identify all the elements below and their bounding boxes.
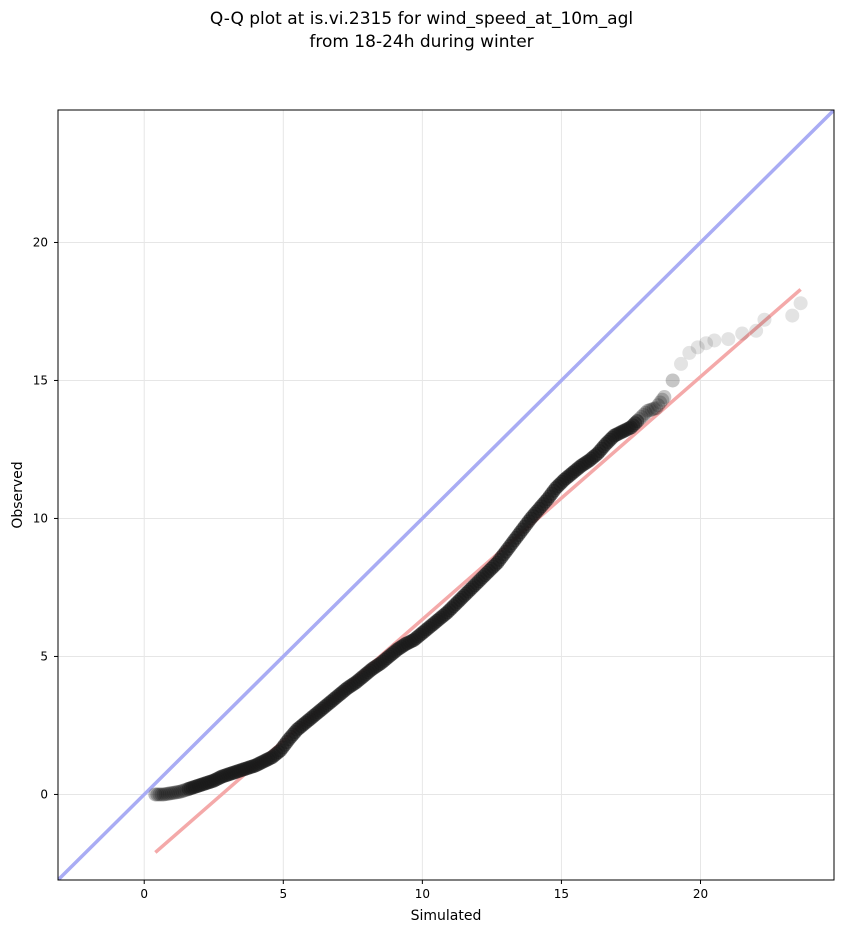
- qq-point: [665, 373, 680, 388]
- x-tick-label: 10: [415, 887, 430, 901]
- qq-point: [638, 405, 653, 420]
- qq-point: [707, 333, 722, 348]
- qq-point: [651, 398, 666, 413]
- qq-point: [642, 403, 657, 418]
- y-tick-label: 15: [33, 373, 48, 387]
- qq-point: [648, 401, 663, 416]
- chart-title-line-2: from 18-24h during winter: [309, 32, 534, 52]
- qq-point: [634, 410, 649, 425]
- x-axis-label: Simulated: [411, 908, 482, 924]
- qq-point: [632, 412, 647, 427]
- qq-point: [682, 345, 697, 360]
- x-tick-label: 5: [279, 887, 287, 901]
- qq-point: [169, 785, 184, 800]
- qq-point: [154, 787, 169, 802]
- qq-point: [630, 414, 645, 429]
- qq-point: [749, 323, 764, 338]
- qq-point: [793, 296, 808, 311]
- y-tick-label: 5: [40, 649, 48, 663]
- qq-point: [162, 786, 177, 801]
- plot-frame: [57, 109, 835, 881]
- qq-point: [785, 308, 800, 323]
- chart-title-line-1: Q-Q plot at is.vi.2315 for wind_speed_at…: [209, 9, 634, 29]
- qq-point: [636, 407, 651, 422]
- qq-point: [167, 785, 182, 800]
- qq-point: [160, 786, 175, 801]
- qq-point: [690, 340, 705, 355]
- y-axis-label: Observed: [10, 461, 26, 528]
- qq-point: [699, 336, 714, 351]
- ticks: 0 5 10 15 20 0 5 10 15 20: [33, 235, 708, 901]
- x-tick-label: 15: [554, 887, 569, 901]
- qq-point: [721, 332, 736, 347]
- qq-point: [655, 392, 670, 407]
- qq-point: [735, 326, 750, 341]
- lines-layer: [58, 110, 834, 880]
- y-tick-label: 10: [33, 511, 48, 525]
- qq-point: [757, 312, 772, 327]
- qq-point: [674, 356, 689, 371]
- y-tick-label: 20: [33, 235, 48, 249]
- points-layer: [148, 296, 808, 802]
- qq-point: [653, 395, 668, 410]
- qq-point: [646, 401, 661, 416]
- qq-point: [152, 787, 167, 802]
- qq-point: [158, 787, 173, 802]
- x-tick-label: 20: [693, 887, 708, 901]
- qq-point: [644, 402, 659, 417]
- qq-point: [640, 403, 655, 418]
- x-tick-label: 0: [140, 887, 148, 901]
- qq-point: [156, 787, 171, 802]
- qq-point: [148, 787, 163, 802]
- y-tick-label: 0: [40, 787, 48, 801]
- qq-point: [165, 786, 180, 801]
- qq-point: [150, 787, 165, 802]
- identity-line: [58, 110, 834, 880]
- qq-point: [657, 390, 672, 405]
